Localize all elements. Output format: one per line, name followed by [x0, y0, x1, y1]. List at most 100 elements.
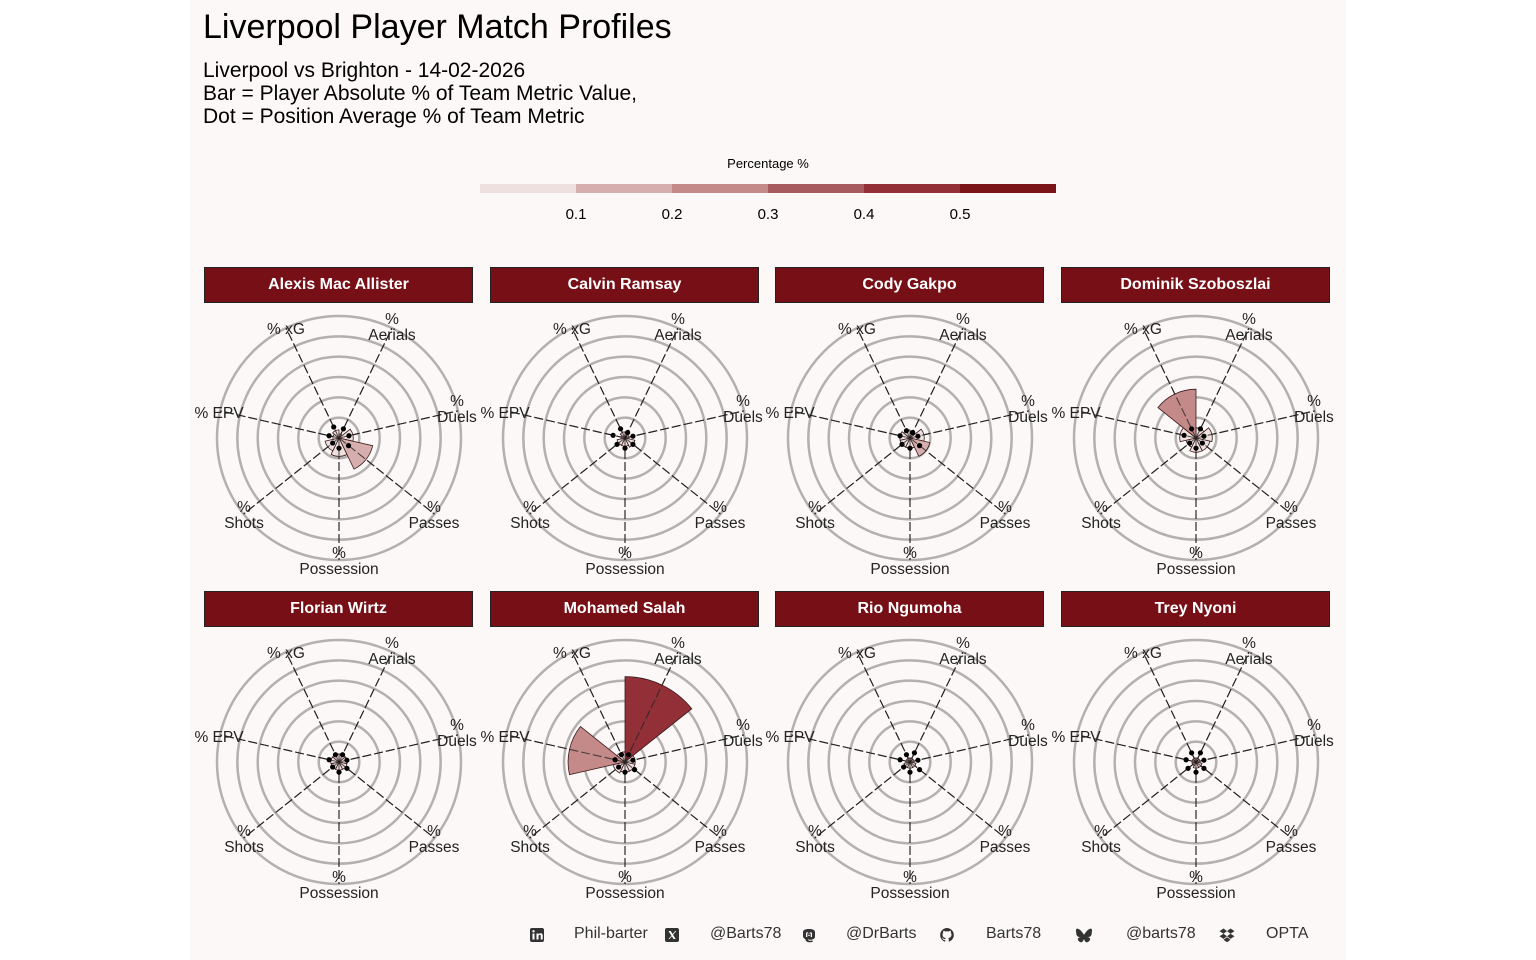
facet-title: Calvin Ramsay: [490, 267, 759, 303]
position-avg-dot: [916, 443, 923, 449]
position-avg-dot: [336, 769, 342, 775]
footer-github-text: Barts78: [986, 925, 1042, 942]
legend-color-segment: [480, 184, 576, 193]
axis-label: % Possession: [1156, 545, 1235, 578]
spoke-line-overlay: [338, 327, 393, 439]
footer-x-text: @Barts78: [710, 925, 782, 942]
axis-label: % Possession: [870, 869, 949, 902]
position-avg-dot: [622, 769, 628, 775]
spoke-line-overlay: [624, 410, 745, 439]
polar-chart: % xG % Aerials % Duels % Passes % Possession % Sho…: [1051, 311, 1334, 578]
footer-source-text: OPTA: [1266, 925, 1309, 942]
grid-ring: [1072, 314, 1320, 562]
legend-tick: 0.1: [565, 206, 587, 223]
axis-label: % Shots: [795, 823, 835, 856]
axis-label: % Possession: [585, 545, 664, 578]
axis-label: % Aerials: [368, 635, 416, 668]
grid-ring: [501, 638, 749, 886]
grid-ring: [215, 314, 463, 562]
position-avg-dot: [1197, 750, 1204, 756]
axis-label: % xG: [838, 321, 876, 338]
spoke-line-overlay: [529, 437, 626, 515]
axis-label: % Shots: [224, 823, 264, 856]
spoke-line-overlay: [243, 761, 340, 839]
position-avg-dot: [631, 767, 638, 773]
axis-label: % Passes: [409, 499, 460, 532]
axis-label: % xG: [267, 645, 305, 662]
position-avg-dot: [630, 757, 636, 763]
axis-label: % EPV: [194, 729, 244, 746]
facet-title: Mohamed Salah: [490, 591, 759, 627]
grid-ring: [256, 679, 422, 845]
spoke-line-overlay: [1195, 437, 1292, 515]
position-avg-dot: [345, 443, 352, 449]
spoke-line-overlay: [529, 761, 626, 839]
axis-label: % xG: [267, 321, 305, 338]
spoke-line-overlay: [1195, 734, 1316, 763]
position-avg-dot: [897, 757, 903, 763]
legend-tick: 0.5: [949, 206, 971, 223]
polar-chart: % xG % Aerials % Duels % Passes % Possession % Sho…: [194, 635, 477, 902]
spoke-line-overlay: [814, 761, 911, 839]
axis-label: % Shots: [510, 823, 550, 856]
position-avg-dot: [911, 750, 918, 756]
axis-label: % Duels: [1294, 393, 1334, 426]
chart-subtitle-line-1: Liverpool vs Brighton - 14-02-2026: [203, 59, 526, 82]
axis-label: % Aerials: [1225, 311, 1273, 344]
position-avg-dot: [1188, 750, 1195, 756]
position-avg-dot: [897, 433, 903, 439]
axis-label: % Passes: [980, 499, 1031, 532]
position-avg-dot: [1199, 440, 1205, 446]
position-avg-dot: [614, 441, 620, 447]
axis-label: % Duels: [723, 717, 763, 750]
axis-label: % Passes: [980, 823, 1031, 856]
facet-title: Trey Nyoni: [1061, 591, 1330, 627]
spoke-line-overlay: [624, 437, 721, 515]
spoke-line-overlay: [790, 734, 911, 763]
grid-ring: [542, 355, 708, 521]
spoke-line-overlay: [909, 437, 1006, 515]
axis-label: % EPV: [765, 405, 815, 422]
spoke-line-overlay: [1100, 761, 1197, 839]
spoke-line-overlay: [856, 327, 911, 439]
position-avg-dot: [332, 752, 339, 758]
legend-tick: 0.4: [853, 206, 875, 223]
axis-label: % Passes: [695, 499, 746, 532]
spoke-line-overlay: [505, 734, 626, 763]
axis-label: % Duels: [1008, 717, 1048, 750]
axis-label: % Duels: [437, 393, 477, 426]
legend-color-segment: [672, 184, 768, 193]
facet-title: Dominik Szoboszlai: [1061, 267, 1330, 303]
axis-label: % xG: [553, 645, 591, 662]
axis-label: % Possession: [870, 545, 949, 578]
axis-label: % Possession: [1156, 869, 1235, 902]
axis-label: % Shots: [1081, 499, 1121, 532]
axis-label: % xG: [1124, 645, 1162, 662]
grid-ring: [256, 355, 422, 521]
spoke-line-overlay: [219, 410, 340, 439]
spoke-line-overlay: [624, 327, 679, 439]
position-avg-dot: [1193, 445, 1199, 451]
spoke-line-overlay: [243, 437, 340, 515]
spoke-line-overlay: [909, 410, 1030, 439]
axis-label: % Aerials: [368, 311, 416, 344]
axis-label: % Aerials: [939, 635, 987, 668]
axis-label: % Possession: [299, 869, 378, 902]
facet-title: Florian Wirtz: [204, 591, 473, 627]
position-avg-dot: [610, 432, 616, 438]
position-avg-dot: [916, 767, 923, 773]
chart-page: Liverpool Player Match Profiles Liverpoo…: [190, 0, 1346, 960]
legend-title: Percentage %: [727, 156, 809, 171]
spoke-line-overlay: [338, 734, 459, 763]
position-avg-dot: [340, 426, 347, 432]
position-avg-dot: [1181, 432, 1187, 438]
position-avg-dot: [1201, 757, 1207, 763]
axis-label: % Possession: [585, 869, 664, 902]
chart-title: Liverpool Player Match Profiles: [203, 8, 672, 46]
legend-color-segment: [576, 184, 672, 193]
mastodon-icon: [803, 929, 815, 943]
position-avg-dot: [616, 764, 622, 770]
facet-title: Cody Gakpo: [775, 267, 1044, 303]
polar-chart: % xG % Aerials % Duels % Passes % Possession % Sho…: [765, 635, 1048, 902]
position-avg-dot: [344, 765, 350, 771]
